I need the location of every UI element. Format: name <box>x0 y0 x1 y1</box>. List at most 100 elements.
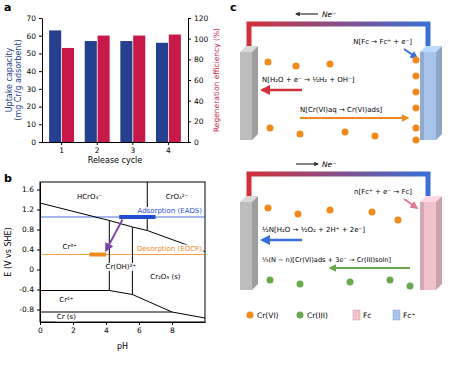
electron-arrow <box>296 13 318 14</box>
axis: 1234 <box>43 142 189 155</box>
level-label: Desorption (EOCP) <box>137 245 202 253</box>
tick-label: 60 <box>26 32 36 41</box>
tick-label: -0.8 <box>19 305 34 314</box>
tick: 30 <box>26 85 42 94</box>
legend-label: Cr(III) <box>307 311 328 320</box>
region-label: CrO₄²⁻ <box>166 193 189 201</box>
phase-boundary <box>40 312 172 313</box>
axis: 02468 <box>38 322 205 335</box>
cr-vi-ion <box>342 129 349 136</box>
label-background <box>136 207 203 215</box>
cr-vi-ion <box>297 131 304 138</box>
tick-mark <box>61 142 62 145</box>
electrode-side <box>252 46 258 140</box>
label-background <box>105 263 138 271</box>
legend: Cr(VI)Cr(III)FcFc⁺ <box>247 310 416 320</box>
tick: 8 <box>170 322 175 335</box>
tick-label: 8 <box>170 326 175 335</box>
figure: a0102030405060700204060801001201234Uptak… <box>0 0 474 373</box>
tick-label: -0.4 <box>19 285 34 294</box>
tick: 1.6 <box>22 185 40 194</box>
legend-label: Fc <box>363 311 371 320</box>
tick-label: 1.6 <box>22 185 34 194</box>
phase-boundary <box>132 227 133 295</box>
tick-mark <box>132 142 133 145</box>
reaction: ½N[H₂O → ½O₂ + 2H⁺ + 2e⁻] <box>262 226 365 234</box>
tick-mark <box>39 71 42 72</box>
tick: 1 <box>59 142 64 155</box>
tick-label: 120 <box>194 14 209 23</box>
potential-window <box>119 215 155 219</box>
cr-vi-ion <box>395 217 402 224</box>
tick: 100 <box>188 35 209 44</box>
cr-vi-ion <box>413 137 420 144</box>
tick-label: 2 <box>71 326 76 335</box>
tick-mark <box>39 89 42 90</box>
plot-frame <box>40 182 205 322</box>
tick-mark <box>188 80 191 81</box>
axis: 020406080100120 <box>188 14 209 147</box>
tick-label: 0 <box>29 265 34 274</box>
cr-vi-ion <box>413 89 420 96</box>
axis-title: E (V vs SHE) <box>4 227 13 276</box>
axis-title: Regeneration efficiency (%) <box>212 28 221 132</box>
tick-mark <box>188 101 191 102</box>
axis-title-line: Uptake capacity <box>5 47 14 112</box>
region-label: Cr³⁺ <box>63 243 78 251</box>
tick: 10 <box>26 120 42 129</box>
reaction-arrow <box>262 89 302 92</box>
tick-mark <box>39 53 42 54</box>
tick-label: 20 <box>26 102 36 111</box>
tick-label: 4 <box>166 146 171 155</box>
tick-mark <box>73 322 74 325</box>
tick-mark <box>37 310 40 311</box>
cr-vi-ion <box>327 207 334 214</box>
tick-mark <box>97 142 98 145</box>
axis-title: pH <box>117 342 128 351</box>
electrode <box>420 52 436 140</box>
tick: 40 <box>26 67 42 76</box>
bar <box>85 41 97 142</box>
tick: 0 <box>38 322 43 335</box>
axis-line <box>43 142 189 143</box>
level-label: Adsorption (EADS) <box>137 207 202 215</box>
cr-vi-ion <box>265 59 272 66</box>
tick-mark <box>37 250 40 251</box>
label-background <box>58 296 75 304</box>
cr-iii-ion <box>407 283 414 290</box>
tick-label: 70 <box>26 14 36 23</box>
tick: 4 <box>104 322 109 335</box>
reaction: N[H₂O + e⁻ → ½H₂ + OH⁻] <box>262 76 355 84</box>
bar <box>133 36 145 142</box>
reaction: ⅓(N − n)[Cr(VI)ads + 3e⁻ → Cr(III)soln] <box>262 256 391 264</box>
axis-title: Uptake capacity(mg Cr/g adsorbent) <box>5 39 23 120</box>
tick-label: 0.4 <box>22 245 34 254</box>
phase-boundary <box>109 221 110 291</box>
tick-mark <box>39 142 42 143</box>
tick-label: 0 <box>38 326 43 335</box>
cr-iii-ion <box>267 277 274 284</box>
cr-vi-ion <box>413 73 420 80</box>
potential-level <box>40 254 205 255</box>
electron-arrow <box>296 163 318 164</box>
tick-mark <box>37 270 40 271</box>
legend-swatch <box>247 312 254 319</box>
electron-flow: Ne⁻ <box>322 10 336 19</box>
tick: 120 <box>188 14 209 23</box>
tick-label: 0 <box>194 138 199 147</box>
bar <box>156 43 168 142</box>
tick-label: 4 <box>104 326 109 335</box>
tick-mark <box>139 322 140 325</box>
tick-mark <box>188 18 191 19</box>
reaction-arrow <box>404 199 417 208</box>
axis: 1.61.20.80.40-0.4-0.8 <box>19 183 40 323</box>
reaction: N[Fc → Fc⁺ + e⁻] <box>353 38 412 46</box>
tick-mark <box>37 210 40 211</box>
tick-mark <box>39 124 42 125</box>
electrode-side <box>436 196 442 290</box>
redox-layer <box>420 202 424 290</box>
tick-label: 40 <box>194 97 204 106</box>
tick: 60 <box>188 76 204 85</box>
tick-label: 1 <box>59 146 64 155</box>
bar <box>62 48 74 142</box>
